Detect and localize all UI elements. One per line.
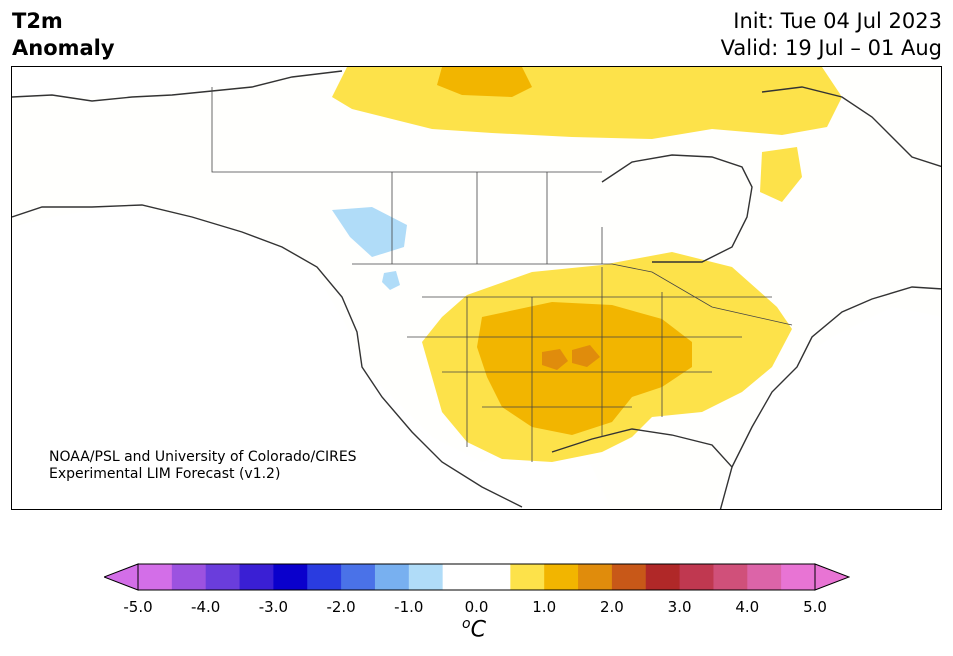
colorbar-over-arrow (814, 563, 850, 591)
political-borders (211, 87, 793, 462)
colorbar-tick-label: -1.0 (394, 598, 424, 616)
colorbar-under-arrow (104, 563, 139, 591)
colorbar-cell (341, 564, 376, 590)
colorbar-cell (645, 564, 681, 590)
anomaly-central-us-mid (477, 302, 692, 435)
colorbar-cell (138, 564, 173, 590)
colorbar-unit: oC (462, 616, 486, 642)
colorbar-cell (408, 564, 444, 590)
anomaly-north-canada-mid (437, 67, 532, 97)
colorbar-cell (781, 564, 816, 590)
title-line-2: Anomaly (12, 36, 115, 60)
colorbar-cell (273, 564, 308, 590)
colorbar-cell (578, 564, 613, 590)
colorbar-cells (138, 564, 816, 590)
colorbar-cell (171, 564, 207, 590)
valid-period: Valid: 19 Jul – 01 Aug (720, 36, 942, 60)
colorbar-tick-label: 2.0 (599, 598, 624, 616)
forecast-credit: NOAA/PSL and University of Colorado/CIRE… (49, 449, 357, 483)
colorbar-cell (747, 564, 782, 590)
colorbar-cell (679, 564, 714, 590)
colorbar-tick-label: 4.0 (735, 598, 760, 616)
anomaly-northwest-cool-small (382, 271, 400, 290)
unit-degree-sup: o (462, 616, 471, 632)
anomaly-labrador-light (760, 147, 802, 202)
anomaly-map (12, 67, 941, 509)
map-title: T2m Anomaly (12, 8, 115, 62)
anomaly-central-us-hot-1 (542, 349, 568, 370)
colorbar-outline (137, 563, 816, 591)
colorbar-tick-label: -3.0 (258, 598, 289, 616)
map-panel (11, 66, 942, 510)
colorbar (104, 563, 850, 591)
anomaly-northwest-cool (332, 207, 407, 257)
colorbar-cell (510, 564, 545, 590)
colorbar-cell (307, 564, 342, 590)
colorbar-cell (374, 564, 410, 590)
colorbar-tick-labels: -5.0 -4.0 -3.0 -2.0 -1.0 0.0 1.0 2.0 3.0 4.0 5.0 (0, 598, 953, 618)
colorbar-tick-label: -2.0 (326, 598, 356, 616)
colorbar-tick-label: 1.0 (532, 598, 557, 616)
anomaly-central-us-hot-2 (572, 345, 600, 367)
coastlines (12, 70, 941, 509)
colorbar-cell (713, 564, 748, 590)
credit-line-2: Experimental LIM Forecast (v1.2) (49, 466, 281, 482)
colorbar-cell (205, 564, 241, 590)
title-line-1: T2m (12, 9, 63, 33)
colorbar-tick-label: -4.0 (191, 598, 221, 616)
init-date: Init: Tue 04 Jul 2023 (733, 9, 942, 33)
unit-letter: C (470, 617, 486, 643)
forecast-dates: Init: Tue 04 Jul 2023 Valid: 19 Jul – 01… (721, 8, 942, 62)
colorbar-tick-label: 5.0 (803, 598, 827, 616)
colorbar-cell (442, 564, 477, 590)
credit-line-1: NOAA/PSL and University of Colorado/CIRE… (49, 449, 357, 465)
colorbar-cell (611, 564, 647, 590)
colorbar-tick-label: 3.0 (667, 598, 692, 616)
colorbar-cell (239, 564, 274, 590)
colorbar-tick-label: -5.0 (123, 598, 153, 616)
colorbar-tick-label: 0.0 (464, 598, 489, 616)
colorbar-cell (544, 564, 579, 590)
colorbar-cell (476, 564, 511, 590)
